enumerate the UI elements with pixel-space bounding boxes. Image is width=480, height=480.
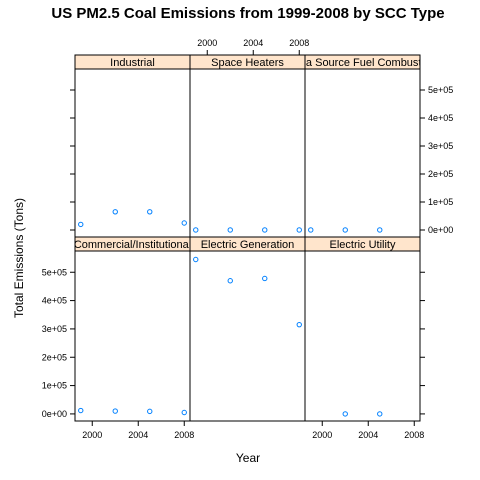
panel-space-heaters: Space Heaters [189, 54, 306, 238]
panel-electric-utility: Electric Utility [304, 236, 421, 422]
panel-border [304, 68, 421, 238]
x-tick-label: 2004 [243, 38, 263, 48]
chart-title: US PM2.5 Coal Emissions from 1999-2008 b… [51, 5, 444, 22]
left-y-axis-row-1 [70, 89, 75, 231]
y-tick-label: 2e+05 [428, 169, 453, 179]
data-point [296, 227, 302, 233]
bottom-x-axis-1: 2000 2004 2008 [82, 421, 194, 440]
strip-label: Area Source Fuel Combustion [289, 57, 436, 69]
data-point [377, 227, 383, 233]
y-tick-label: 3e+05 [428, 141, 453, 151]
panel-border [304, 250, 421, 422]
panel-area-source-fuel-combustion: Area Source Fuel Combustion [289, 54, 436, 238]
data-point [147, 408, 153, 415]
panel-border [74, 250, 191, 422]
plot-layer: Industrial Space Heaters Area Source Fuel … [42, 38, 454, 440]
bottom-x-axis-3: 2000 2004 2008 [312, 421, 424, 440]
data-point [262, 227, 268, 233]
strip-label: Commercial/Institutional [74, 239, 191, 251]
data-point [377, 411, 383, 417]
data-point [147, 209, 153, 215]
panel-border [189, 250, 306, 422]
panel-electric-generation: Electric Generation [189, 236, 306, 422]
x-tick-label: 2004 [128, 430, 148, 440]
right-y-axis-row-1: 0e+00 1e+05 2e+05 3e+05 4e+05 5e+05 [420, 85, 453, 235]
x-tick-label: 2004 [358, 430, 378, 440]
right-y-axis-row-2 [420, 271, 425, 415]
strip-label: Electric Utility [329, 239, 396, 251]
y-tick-label: 4e+05 [428, 113, 453, 123]
x-axis-label: Year [236, 451, 260, 465]
panel-industrial: Industrial [74, 54, 191, 238]
data-point [308, 227, 314, 233]
data-point [227, 227, 233, 233]
panel-border [189, 68, 306, 238]
data-point [181, 220, 187, 226]
strip-label: Electric Generation [201, 239, 295, 251]
data-point [342, 227, 348, 233]
data-point [78, 407, 84, 414]
y-tick-label: 1e+05 [428, 197, 453, 207]
top-x-axis-2: 2000 2004 2008 [197, 38, 309, 55]
data-point [193, 227, 199, 233]
y-tick-label: 4e+05 [42, 296, 67, 306]
x-tick-label: 2008 [174, 430, 194, 440]
y-tick-label: 0e+00 [42, 409, 67, 419]
left-y-axis-row-2: 0e+00 1e+05 2e+05 3e+05 4e+05 5e+05 [42, 267, 75, 419]
strip-label: Industrial [110, 57, 155, 69]
x-tick-label: 2008 [289, 38, 309, 48]
data-point [181, 409, 187, 416]
y-tick-label: 5e+05 [42, 267, 67, 277]
data-point [262, 275, 268, 282]
y-tick-label: 3e+05 [42, 324, 67, 334]
panel-border [74, 68, 191, 238]
data-point [193, 256, 199, 263]
data-point [78, 221, 84, 228]
y-tick-label: 2e+05 [42, 352, 67, 362]
data-point [112, 408, 118, 414]
data-point [296, 321, 302, 328]
y-tick-label: 0e+00 [428, 225, 453, 235]
strip-label: Space Heaters [211, 57, 284, 69]
x-tick-label: 2000 [312, 430, 332, 440]
x-tick-label: 2000 [82, 430, 102, 440]
panel-commercial-institutional: Commercial/Institutional [74, 236, 191, 422]
x-tick-label: 2008 [404, 430, 424, 440]
data-point [227, 278, 233, 284]
x-tick-label: 2000 [197, 38, 217, 48]
y-tick-label: 5e+05 [428, 85, 453, 95]
data-point [342, 411, 348, 417]
y-tick-label: 1e+05 [42, 381, 67, 391]
data-point [112, 209, 118, 215]
y-axis-label: Total Emissions (Tons) [12, 198, 26, 318]
